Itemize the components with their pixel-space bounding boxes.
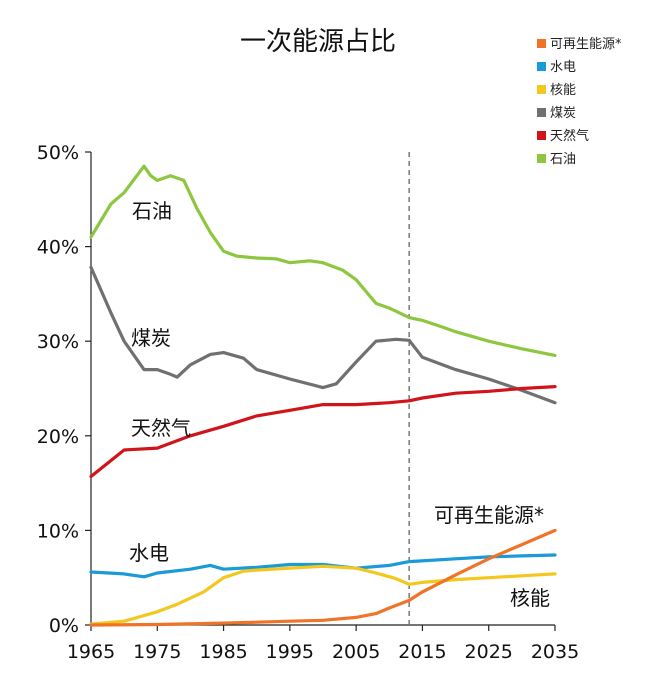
legend-swatch [537,108,546,117]
legend-label: 煤炭 [550,106,576,121]
series-line-1 [89,553,557,579]
series-line-4 [89,385,557,479]
x-tick-label: 2005 [332,641,380,663]
y-tick-label: 30% [37,331,79,353]
x-tick-label: 2015 [398,641,446,663]
annotation-hydro: 水电 [129,541,169,565]
annotation-renewables: 可再生能源* [434,503,544,527]
series-line-0 [89,528,557,627]
series-line-2 [89,564,557,626]
x-tick-label: 1995 [266,641,314,663]
y-tick-label: 0% [49,615,79,637]
annotation-gas: 天然气 [131,416,191,440]
legend-label: 可再生能源* [550,37,622,52]
axes: 0% 10% 20% 30% 40% 50% 1965 1975 1985 1995 2005 201… [37,142,579,663]
legend-swatch [537,39,546,48]
y-tick-label: 50% [37,142,79,164]
x-tick-label: 2025 [465,641,513,663]
series-layer [89,164,557,627]
x-tick-label: 2035 [531,641,579,663]
legend-swatch [537,131,546,140]
legend-swatch [537,62,546,71]
x-tick-label: 1965 [67,641,115,663]
annotation-nuclear: 核能 [510,586,550,610]
chart-title: 一次能源占比 [240,27,396,57]
annotation-coal: 煤炭 [131,326,171,350]
legend-label: 核能 [550,83,576,98]
series-line-3 [89,265,557,405]
y-tick-label: 20% [37,426,79,448]
y-tick-label: 10% [37,520,79,542]
legend-swatch [537,85,546,94]
x-tick-label: 1975 [133,641,181,663]
legend-swatch [537,154,546,163]
legend-label: 石油 [550,152,576,167]
x-tick-label: 1985 [199,641,247,663]
legend-label: 天然气 [550,128,589,144]
y-tick-label: 40% [37,237,79,259]
legend-label: 水电 [550,60,576,75]
annotation-oil: 石油 [132,199,172,223]
series-line-5 [89,164,557,357]
